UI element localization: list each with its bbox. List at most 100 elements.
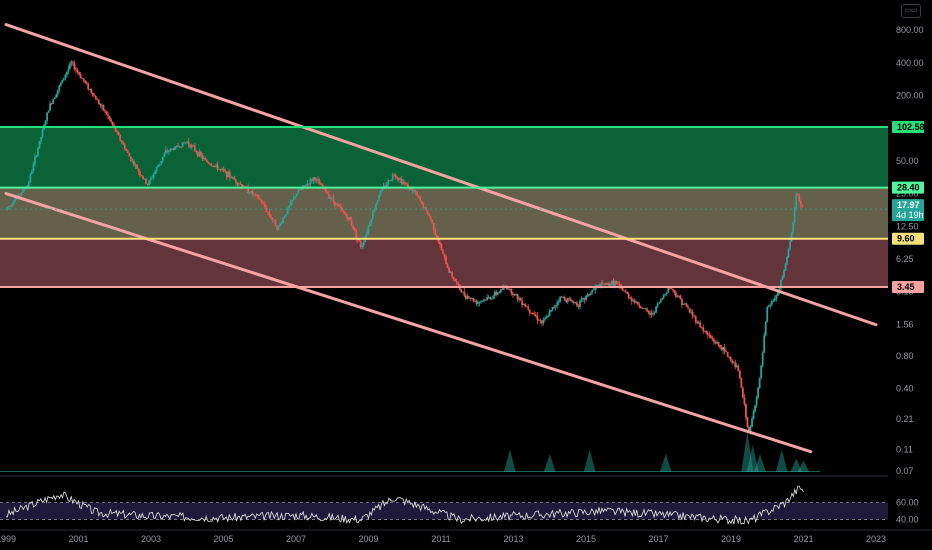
volume-bar <box>741 431 754 472</box>
trendline[interactable] <box>4 192 813 454</box>
candle-body <box>604 283 607 286</box>
candle-body <box>597 284 600 286</box>
candle-body <box>586 294 589 297</box>
candle-body <box>187 141 190 145</box>
candle-body <box>428 214 431 217</box>
candle-body <box>34 156 36 164</box>
candle-body <box>285 214 288 217</box>
candle-body <box>266 211 269 213</box>
candle-body <box>405 183 408 185</box>
candle-body <box>772 300 775 302</box>
candle-body <box>452 276 455 280</box>
candle-body <box>251 191 254 195</box>
candle-body <box>318 180 321 185</box>
candle-body <box>697 322 700 324</box>
candle-body <box>99 104 102 106</box>
candle-body <box>402 182 405 184</box>
candle-body <box>678 295 680 297</box>
candle-body <box>693 315 696 317</box>
candle-body <box>350 220 353 226</box>
candle-body <box>119 135 122 141</box>
candle-body <box>708 334 711 336</box>
candle-body <box>277 225 280 230</box>
candle-body <box>372 211 374 220</box>
candle-body <box>206 160 208 163</box>
candle-body <box>777 292 779 296</box>
candle-body <box>480 301 482 303</box>
level-layer[interactable] <box>0 126 888 288</box>
candle-body <box>550 309 552 312</box>
candle-body <box>787 248 790 257</box>
candle-body <box>180 146 182 148</box>
settings-icon[interactable]: ▭▭ <box>901 4 921 18</box>
candle-body <box>352 225 355 229</box>
candle-body <box>110 119 112 122</box>
candle-body <box>560 296 563 298</box>
candle-body <box>66 71 68 75</box>
candle-body <box>142 176 144 179</box>
candle-body <box>521 300 524 306</box>
candle-body <box>283 216 286 219</box>
price-zone <box>0 187 888 239</box>
candle-body <box>537 319 540 321</box>
candle-body <box>340 206 342 209</box>
candle-body <box>474 300 476 302</box>
trendline-layer[interactable] <box>4 23 878 454</box>
candle-body <box>145 178 147 184</box>
candle-body <box>761 352 764 366</box>
candle-body <box>239 183 242 185</box>
candle-body <box>394 174 397 179</box>
candle-body <box>346 215 348 219</box>
rsi-line <box>5 485 804 526</box>
candle-body <box>324 188 327 193</box>
candle-body <box>539 320 542 322</box>
candle-body <box>158 163 161 166</box>
candle-body <box>749 426 752 432</box>
candle-body <box>271 218 274 221</box>
candle-body <box>722 347 724 351</box>
x-tick-label: 2023 <box>866 534 886 544</box>
candle-body <box>116 131 119 133</box>
candle-body <box>330 197 333 199</box>
trendline[interactable] <box>4 23 878 327</box>
candle-body <box>203 157 205 159</box>
candle-body <box>238 183 240 185</box>
candle-body <box>589 292 592 296</box>
candle-body <box>743 397 746 405</box>
candle-body <box>620 284 622 288</box>
candle-body <box>192 145 195 147</box>
candle-body <box>61 79 64 83</box>
candle-body <box>446 263 449 268</box>
candle-body <box>193 145 196 151</box>
candle-body <box>378 195 380 201</box>
candle-body <box>656 303 659 307</box>
candle-body <box>333 201 336 206</box>
candle-body <box>367 226 370 233</box>
candle-body <box>183 142 186 144</box>
candle-body <box>687 306 689 309</box>
candle-body <box>585 296 587 300</box>
price-axis[interactable]: 800.00400.00200.00100.0050.0025.0012.506… <box>888 0 932 530</box>
candle-body <box>82 78 85 81</box>
candle-body <box>501 289 504 291</box>
candle-body <box>716 342 718 344</box>
rsi-tick-label: 60.00 <box>896 497 919 507</box>
candle-body <box>236 182 239 185</box>
candle-body <box>557 301 560 303</box>
candle-body <box>233 177 236 180</box>
candle-body <box>94 96 97 100</box>
candle-body <box>647 310 650 313</box>
candle-body <box>486 297 489 300</box>
candle-body <box>574 302 577 303</box>
candle-body <box>572 302 575 303</box>
candle-body <box>29 174 32 183</box>
candle-body <box>515 293 517 295</box>
candle-body <box>411 189 414 191</box>
candle-body <box>222 168 225 171</box>
time-axis[interactable]: 1999 2001 2003 2005 2007 2009 2011 2013 2015 2017… <box>0 529 932 544</box>
candle-body <box>385 184 388 188</box>
candle-body <box>551 306 554 310</box>
x-tick-label: 2015 <box>576 534 596 544</box>
candle-body <box>212 165 214 167</box>
